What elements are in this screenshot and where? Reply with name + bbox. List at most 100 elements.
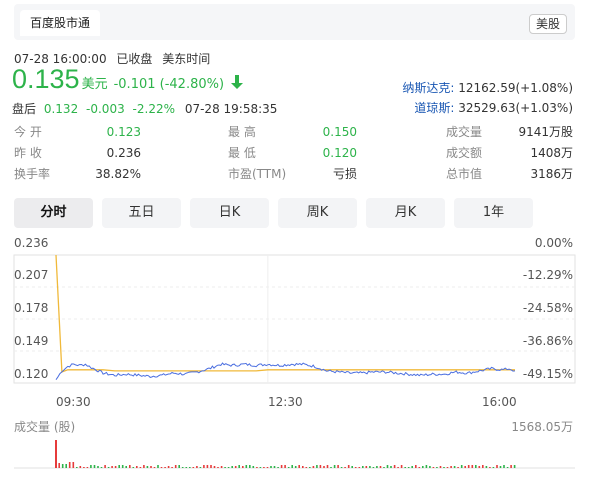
volume-bar bbox=[90, 465, 92, 468]
volume-bar bbox=[160, 467, 163, 468]
volume-bar bbox=[287, 467, 290, 468]
volume-bar bbox=[65, 464, 67, 468]
volume-bar bbox=[443, 467, 445, 468]
after-hours-change: -0.003 bbox=[86, 102, 125, 116]
volume-bar bbox=[319, 465, 322, 468]
volume-bar bbox=[312, 466, 315, 468]
volume-bar bbox=[471, 465, 474, 468]
volume-max: 1568.05万 bbox=[511, 420, 573, 434]
volume-bar bbox=[242, 466, 244, 468]
volume-bar bbox=[79, 466, 82, 468]
down-arrow-icon bbox=[230, 74, 244, 94]
tab-intraday[interactable]: 分时 bbox=[14, 198, 93, 228]
tab-five-day[interactable]: 五日 bbox=[102, 198, 181, 228]
price-line bbox=[55, 362, 516, 380]
tab-one-year[interactable]: 1年 bbox=[454, 198, 533, 228]
tab-weekly-k[interactable]: 周K bbox=[278, 198, 357, 228]
price-value: 0.135 bbox=[12, 64, 80, 94]
volume-bar bbox=[302, 466, 304, 468]
index-dowjones[interactable]: 道琼斯: 32529.63(+1.03%) bbox=[402, 98, 573, 118]
y-tick-right: -49.15% bbox=[522, 367, 573, 381]
volume-bar bbox=[386, 465, 389, 468]
volume-bar bbox=[227, 467, 230, 468]
volume-bar bbox=[354, 467, 357, 468]
volume-bar bbox=[245, 465, 248, 468]
x-tick: 12:30 bbox=[268, 395, 303, 409]
index-value: 12162.59(+1.08%) bbox=[458, 81, 573, 95]
index-name[interactable]: 纳斯达克: bbox=[402, 81, 455, 95]
volume-bar bbox=[305, 467, 308, 468]
volume-bar bbox=[146, 466, 149, 468]
volume-bar bbox=[76, 467, 78, 468]
volume-bar bbox=[333, 465, 336, 468]
after-hours: 盘后 0.132 -0.003 -2.22% 07-28 19:58:35 bbox=[12, 100, 277, 117]
y-tick-left: 0.149 bbox=[14, 334, 49, 348]
volume-bar bbox=[104, 465, 106, 468]
volume-bar bbox=[404, 467, 406, 468]
market-badge[interactable]: 美股 bbox=[528, 14, 567, 34]
volume-bar bbox=[171, 467, 173, 468]
stat-volume-value: 9141万股 bbox=[518, 125, 573, 139]
volume-bar bbox=[475, 465, 477, 468]
index-name[interactable]: 道琼斯: bbox=[414, 101, 455, 115]
volume-bar bbox=[213, 466, 216, 468]
volume-bar bbox=[234, 466, 237, 468]
x-tick: 09:30 bbox=[56, 395, 91, 409]
stat-prev-close-label: 昨 收 bbox=[14, 146, 42, 160]
volume-bar bbox=[337, 465, 339, 468]
volume-bar bbox=[55, 440, 57, 468]
volume-bar bbox=[400, 465, 403, 468]
y-tick-left: 0.178 bbox=[14, 301, 49, 315]
volume-bar bbox=[86, 467, 89, 468]
y-tick-right: -12.29% bbox=[522, 268, 573, 282]
volume-bar bbox=[397, 467, 399, 468]
volume-bar bbox=[379, 466, 382, 468]
volume-bar bbox=[150, 466, 152, 468]
volume-bar bbox=[111, 466, 113, 468]
price-change: -0.101 (-42.80%) bbox=[113, 77, 225, 92]
volume-bar bbox=[365, 466, 368, 468]
volume-bar bbox=[323, 466, 325, 468]
brand-tab[interactable]: 百度股市通 bbox=[20, 10, 101, 36]
volume-bar bbox=[496, 465, 498, 468]
index-nasdaq[interactable]: 纳斯达克: 12162.59(+1.08%) bbox=[402, 78, 573, 98]
volume-bar bbox=[309, 467, 311, 468]
volume-bar bbox=[503, 465, 505, 468]
volume-bar bbox=[259, 467, 262, 468]
volume-bar bbox=[238, 465, 240, 468]
tab-monthly-k[interactable]: 月K bbox=[366, 198, 445, 228]
volume-bar bbox=[224, 467, 226, 468]
volume-bar bbox=[369, 466, 371, 468]
volume-bar bbox=[464, 466, 466, 468]
volume-bar bbox=[436, 467, 438, 468]
volume-bar bbox=[72, 462, 75, 468]
volume-bar bbox=[453, 466, 456, 468]
volume-bar bbox=[129, 465, 131, 468]
tab-daily-k[interactable]: 日K bbox=[190, 198, 269, 228]
stat-open-label: 今 开 bbox=[14, 125, 42, 139]
volume-bar bbox=[249, 465, 251, 468]
volume-bar bbox=[107, 467, 110, 468]
after-hours-time: 07-28 19:58:35 bbox=[184, 102, 278, 116]
volume-bar bbox=[181, 467, 184, 468]
volume-bar bbox=[506, 467, 509, 468]
stat-turnover-value: 1408万 bbox=[530, 146, 573, 160]
volume-bar bbox=[340, 467, 343, 468]
volume-bar bbox=[263, 467, 265, 468]
stat-market-cap-value: 3186万 bbox=[530, 167, 573, 181]
y-tick-right: 0.00% bbox=[534, 236, 573, 250]
y-tick-right: -24.58% bbox=[522, 301, 573, 315]
volume-bar bbox=[100, 467, 103, 468]
volume-bar bbox=[492, 467, 495, 468]
volume-bar bbox=[358, 467, 361, 468]
volume-bar bbox=[351, 466, 353, 468]
volume-bar bbox=[256, 467, 258, 468]
index-value: 32529.63(+1.03%) bbox=[458, 101, 573, 115]
header-bar: 百度股市通 美股 bbox=[14, 4, 575, 40]
volume-bar bbox=[457, 467, 459, 468]
volume-bar bbox=[390, 466, 392, 468]
volume-bar bbox=[499, 466, 502, 468]
volume-bar bbox=[326, 465, 329, 468]
volume-bar bbox=[347, 465, 350, 468]
